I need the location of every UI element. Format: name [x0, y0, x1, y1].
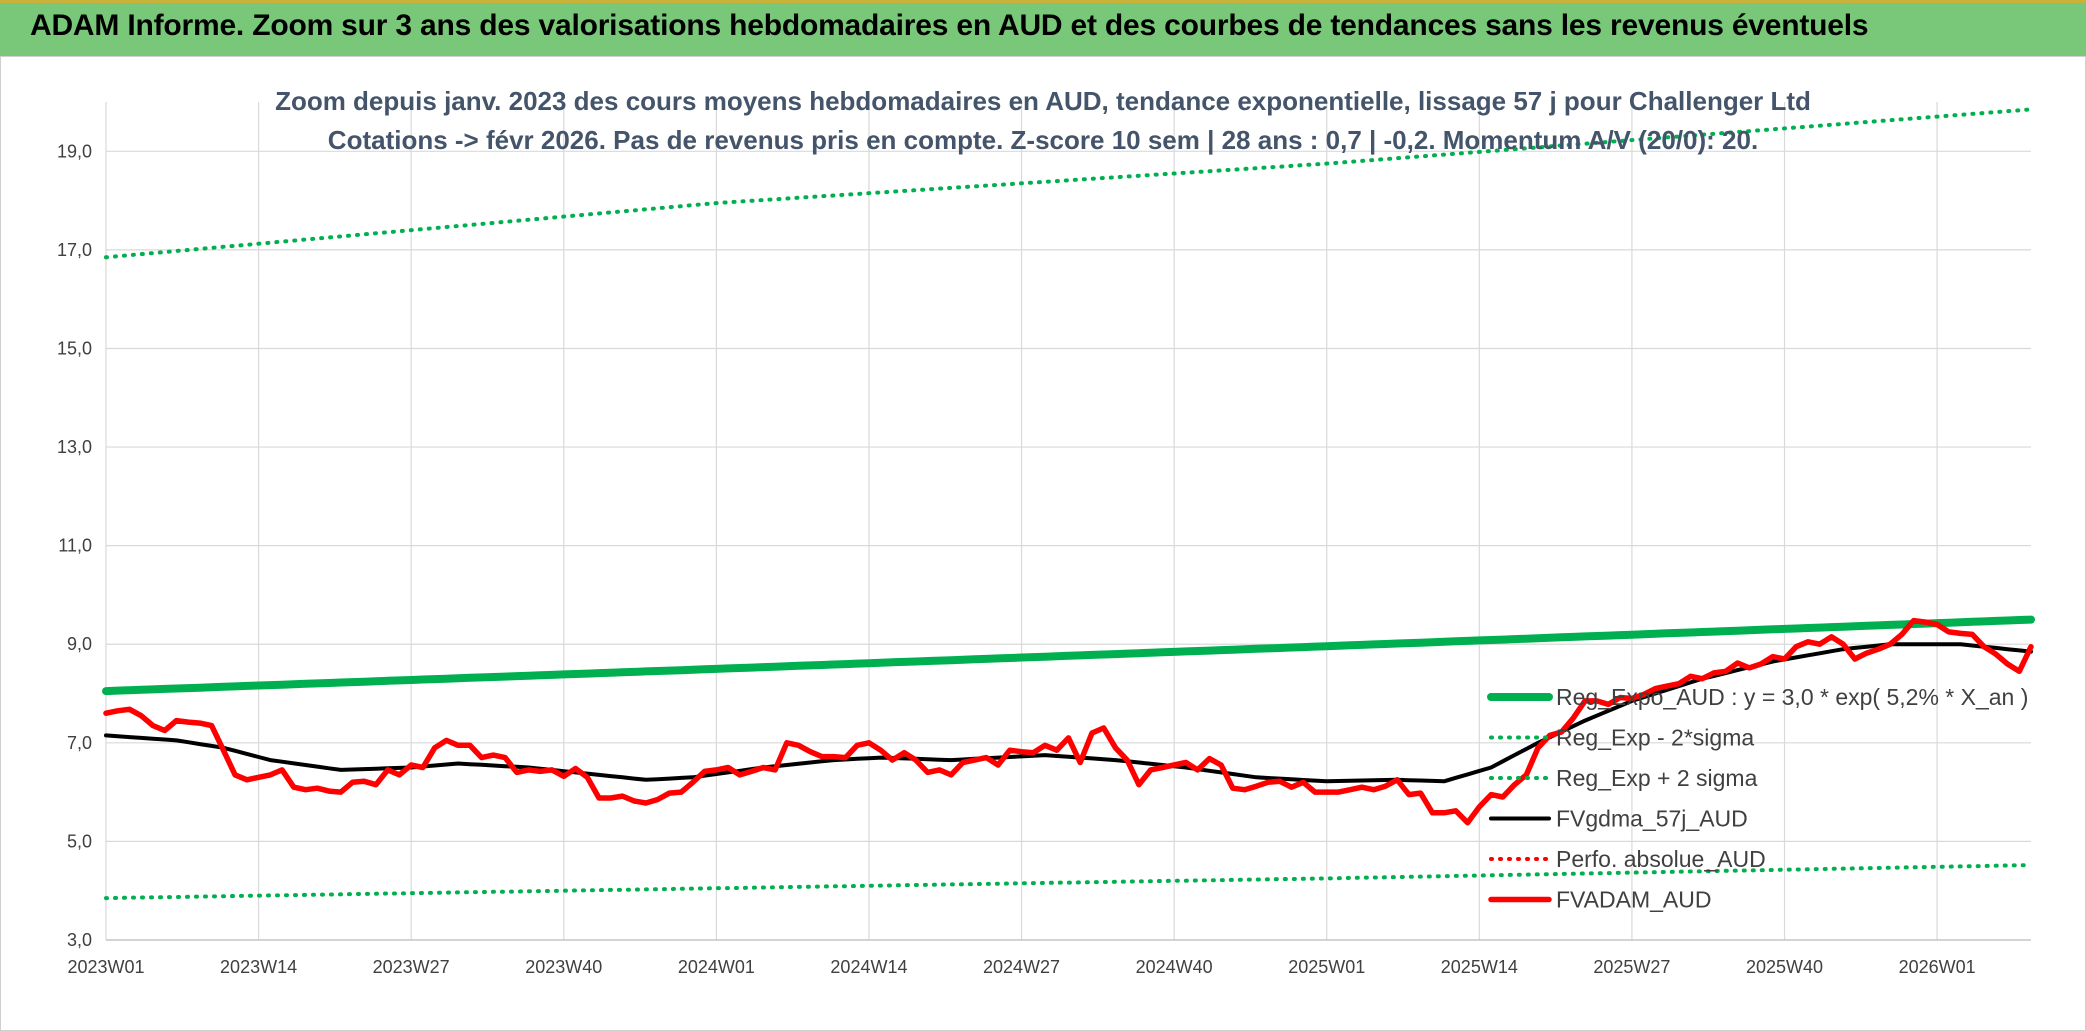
x-tick-label: 2024W14	[830, 957, 907, 977]
y-tick-label: 13,0	[57, 437, 92, 457]
x-tick-label: 2024W27	[983, 957, 1060, 977]
page-title: ADAM Informe. Zoom sur 3 ans des valoris…	[30, 9, 1869, 42]
y-tick-label: 3,0	[67, 930, 92, 950]
series-line-0	[102, 615, 2035, 696]
legend-label-3: FVgdma_57j_AUD	[1556, 806, 1748, 832]
x-tick-label: 2026W01	[1899, 957, 1976, 977]
y-tick-label: 5,0	[67, 831, 92, 851]
y-tick-label: 19,0	[57, 141, 92, 161]
line-chart: Zoom depuis janv. 2023 des cours moyens …	[57, 86, 2035, 977]
x-tick-label: 2025W27	[1593, 957, 1670, 977]
x-tick-label: 2023W14	[220, 957, 297, 977]
y-tick-label: 17,0	[57, 240, 92, 260]
y-tick-label: 7,0	[67, 733, 92, 753]
legend-label-4: Perfo. absolue_AUD	[1556, 846, 1766, 872]
legend-label-5: FVADAM_AUD	[1556, 887, 1712, 913]
y-axis-ticks: 3,0 5,0 7,0 9,0 11,0 13,0 15,0 17,0 19,0	[57, 141, 92, 950]
series-layer	[102, 107, 2035, 901]
x-axis-ticks: 2023W01 2023W14 2023W27 2023W40 2024W01 2024W…	[67, 957, 1975, 977]
x-tick-label: 2024W40	[1136, 957, 1213, 977]
series-line-2	[104, 107, 2033, 260]
series-line-1	[104, 863, 2033, 901]
legend-label-1: Reg_Exp - 2*sigma	[1556, 725, 1754, 751]
legend-label-0: Reg_Expo_AUD : y = 3,0 * exp( 5,2% * X_a…	[1556, 684, 2028, 710]
x-tick-label: 2025W01	[1288, 957, 1365, 977]
y-tick-label: 9,0	[67, 634, 92, 654]
x-tick-label: 2023W27	[373, 957, 450, 977]
chart-subtitle-line1: Zoom depuis janv. 2023 des cours moyens …	[275, 86, 1811, 116]
legend-label-2: Reg_Exp + 2 sigma	[1556, 765, 1758, 791]
x-tick-label: 2025W14	[1441, 957, 1518, 977]
x-tick-label: 2023W40	[525, 957, 602, 977]
header-bar: ADAM Informe. Zoom sur 3 ans des valoris…	[0, 0, 2086, 56]
x-tick-label: 2025W40	[1746, 957, 1823, 977]
chart-frame: Zoom depuis janv. 2023 des cours moyens …	[0, 56, 2086, 1031]
x-tick-label: 2023W01	[67, 957, 144, 977]
legend: Reg_Expo_AUD : y = 3,0 * exp( 5,2% * X_a…	[1487, 684, 2028, 913]
y-tick-label: 11,0	[58, 536, 92, 556]
chart-subtitle-line2: Cotations -> févr 2026. Pas de revenus p…	[328, 125, 1758, 155]
grid-layer	[105, 102, 2031, 941]
y-tick-label: 15,0	[57, 338, 92, 358]
x-tick-label: 2024W01	[678, 957, 755, 977]
series-line-5	[103, 617, 2034, 826]
